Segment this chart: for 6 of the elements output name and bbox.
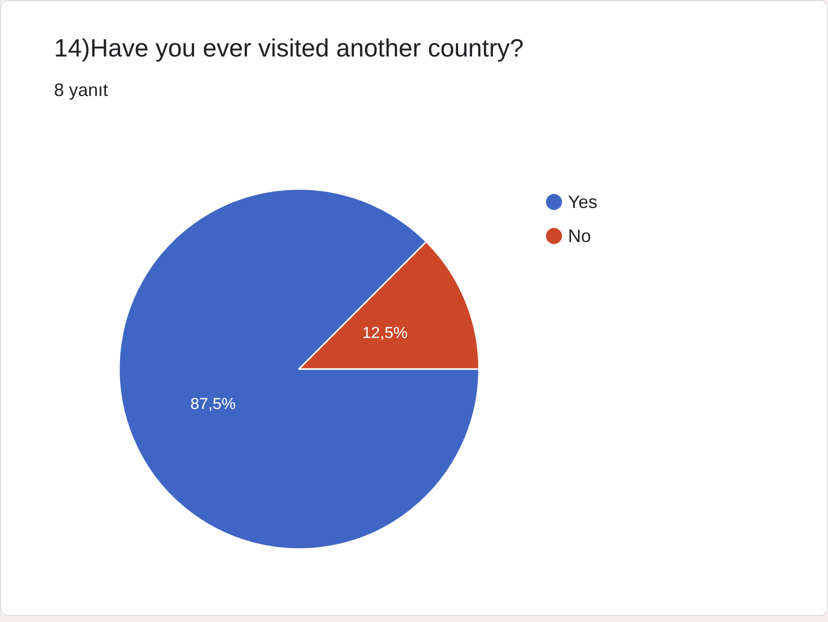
legend-label: Yes (568, 192, 598, 212)
chart-subtitle: 8 yanıt (54, 80, 108, 100)
data-label: 87,5% (190, 396, 236, 414)
chart-title: 14)Have you ever visited another country? (54, 34, 524, 62)
legend-label: No (568, 226, 592, 246)
data-label: 12,5% (362, 324, 408, 342)
